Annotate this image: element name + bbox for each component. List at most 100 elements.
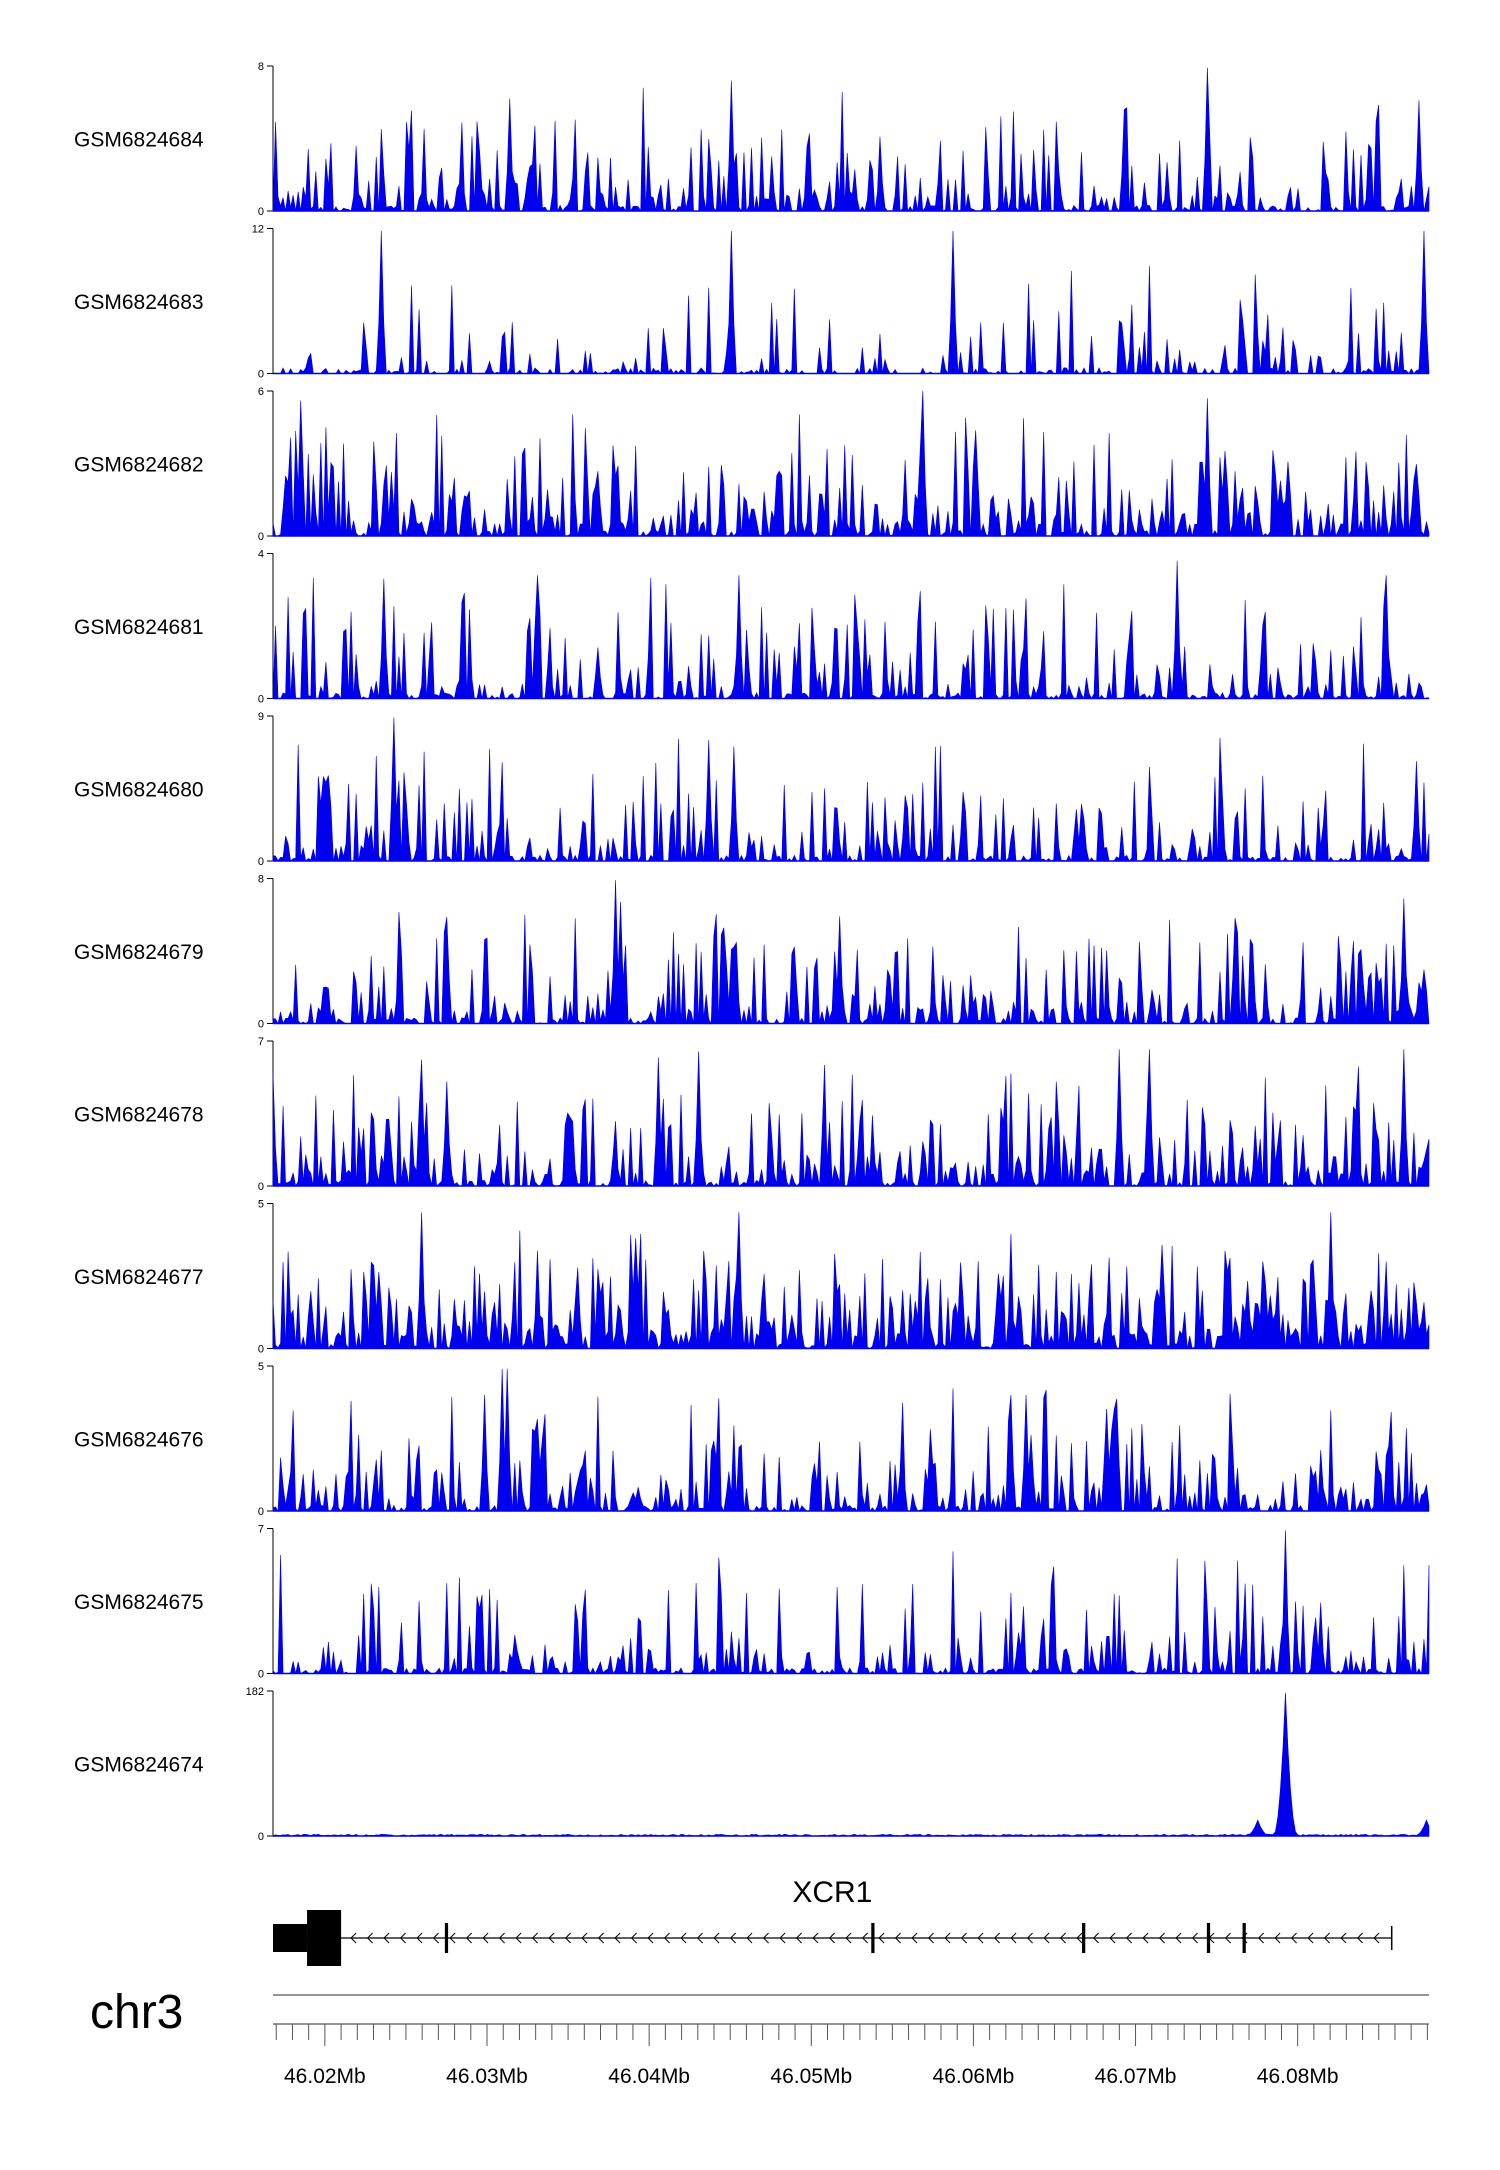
axis-tick-label: 46.06Mb [933,2065,1015,2088]
y-axis-max-label: 12 [252,224,264,236]
strand-chevron [713,1932,720,1944]
strand-chevron [894,1932,901,1944]
strand-chevron [1307,1932,1314,1944]
track-GSM6824684: GSM6824684 8 0 [74,61,1430,218]
y-axis-max-label: 8 [258,61,264,73]
strand-chevron [482,1932,489,1944]
strand-chevron [515,1932,522,1944]
y-axis-min-label: 0 [258,1019,264,1031]
strand-chevron [581,1932,588,1944]
signal-tracks: GSM682468480GSM6824683120GSM682468260GSM… [74,61,1430,1843]
strand-chevron [1175,1932,1182,1944]
signal-area [272,1368,1430,1513]
signal-area [273,230,1430,375]
strand-chevron [416,1932,423,1944]
y-axis-min-label: 0 [258,531,264,543]
strand-chevron [663,1932,670,1944]
track-label: GSM6824676 [74,1429,204,1452]
gene-exon [1206,1923,1211,1953]
signal-area [272,1049,1430,1188]
strand-chevron [1257,1932,1264,1944]
strand-chevron [399,1932,406,1944]
strand-chevron [927,1932,934,1944]
signal-area [272,717,1430,863]
track-GSM6824677: GSM6824677 5 0 [74,1199,1430,1356]
strand-chevron [878,1932,885,1944]
strand-chevron [993,1932,1000,1944]
y-axis-max-label: 4 [258,549,264,561]
strand-chevron [1076,1932,1083,1944]
y-axis-max-label: 5 [258,1361,264,1373]
y-axis-max-label: 182 [246,1686,264,1698]
strand-chevron [1356,1932,1363,1944]
gene-name-label: XCR1 [792,1876,872,1909]
strand-chevron [1373,1932,1380,1944]
axis-tick-label: 46.08Mb [1257,2065,1339,2088]
strand-chevron [1092,1932,1099,1944]
strand-chevron [1323,1932,1330,1944]
track-GSM6824682: GSM6824682 6 0 [74,386,1430,543]
strand-chevron [746,1932,753,1944]
strand-chevron [465,1932,472,1944]
strand-chevron [845,1932,852,1944]
strand-chevron [350,1932,357,1944]
strand-chevron [729,1932,736,1944]
strand-chevron [531,1932,538,1944]
signal-area [272,560,1430,700]
signal-area [272,880,1430,1025]
signal-area [272,1692,1430,1837]
strand-chevron [564,1932,571,1944]
strand-chevron [597,1932,604,1944]
strand-chevron [498,1932,505,1944]
y-axis-max-label: 7 [258,1036,264,1048]
strand-chevron [795,1932,802,1944]
signal-area [272,1212,1430,1350]
strand-chevron [1224,1932,1231,1944]
y-axis-min-label: 0 [258,1831,264,1843]
track-GSM6824681: GSM6824681 4 0 [74,549,1430,706]
strand-chevron [1010,1932,1017,1944]
strand-chevron [432,1932,439,1944]
gene-exon [444,1923,449,1953]
strand-chevron [1191,1932,1198,1944]
axis-tick-label: 46.04Mb [608,2065,690,2088]
strand-chevron [1158,1932,1165,1944]
gene-exon [1242,1923,1246,1953]
chromosome-label: chr3 [90,1986,183,2039]
track-label: GSM6824684 [74,129,204,152]
gene-exon [871,1923,875,1953]
axis-tick-label: 46.05Mb [770,2065,852,2088]
y-axis-max-label: 7 [258,1524,264,1536]
strand-chevron [630,1932,637,1944]
y-axis-min-label: 0 [258,206,264,218]
strand-chevron [911,1932,918,1944]
strand-chevron [548,1932,555,1944]
track-label: GSM6824682 [74,454,204,477]
y-axis-min-label: 0 [258,1344,264,1356]
y-axis-min-label: 0 [258,1506,264,1518]
strand-chevron [828,1932,835,1944]
strand-chevron [1340,1932,1347,1944]
gene-exon [1082,1923,1086,1953]
strand-chevron [762,1932,769,1944]
y-axis-min-label: 0 [258,694,264,706]
strand-chevron [1059,1932,1066,1944]
strand-chevron [812,1932,819,1944]
gene-exon [307,1910,342,1966]
track-label: GSM6824679 [74,941,204,964]
track-GSM6824679: GSM6824679 8 0 [74,874,1430,1031]
y-axis-max-label: 5 [258,1199,264,1211]
signal-area [272,67,1430,213]
strand-chevron [647,1932,654,1944]
strand-chevron [383,1932,390,1944]
track-GSM6824683: GSM6824683 12 0 [74,224,1430,381]
track-label: GSM6824683 [74,291,204,314]
axis-tick-label: 46.07Mb [1095,2065,1177,2088]
strand-chevron [1109,1932,1116,1944]
y-axis-max-label: 8 [258,874,264,886]
strand-chevron [1026,1932,1033,1944]
track-label: GSM6824681 [74,616,204,639]
strand-chevron [1274,1932,1281,1944]
strand-chevron [1125,1932,1132,1944]
strand-chevron [1290,1932,1297,1944]
